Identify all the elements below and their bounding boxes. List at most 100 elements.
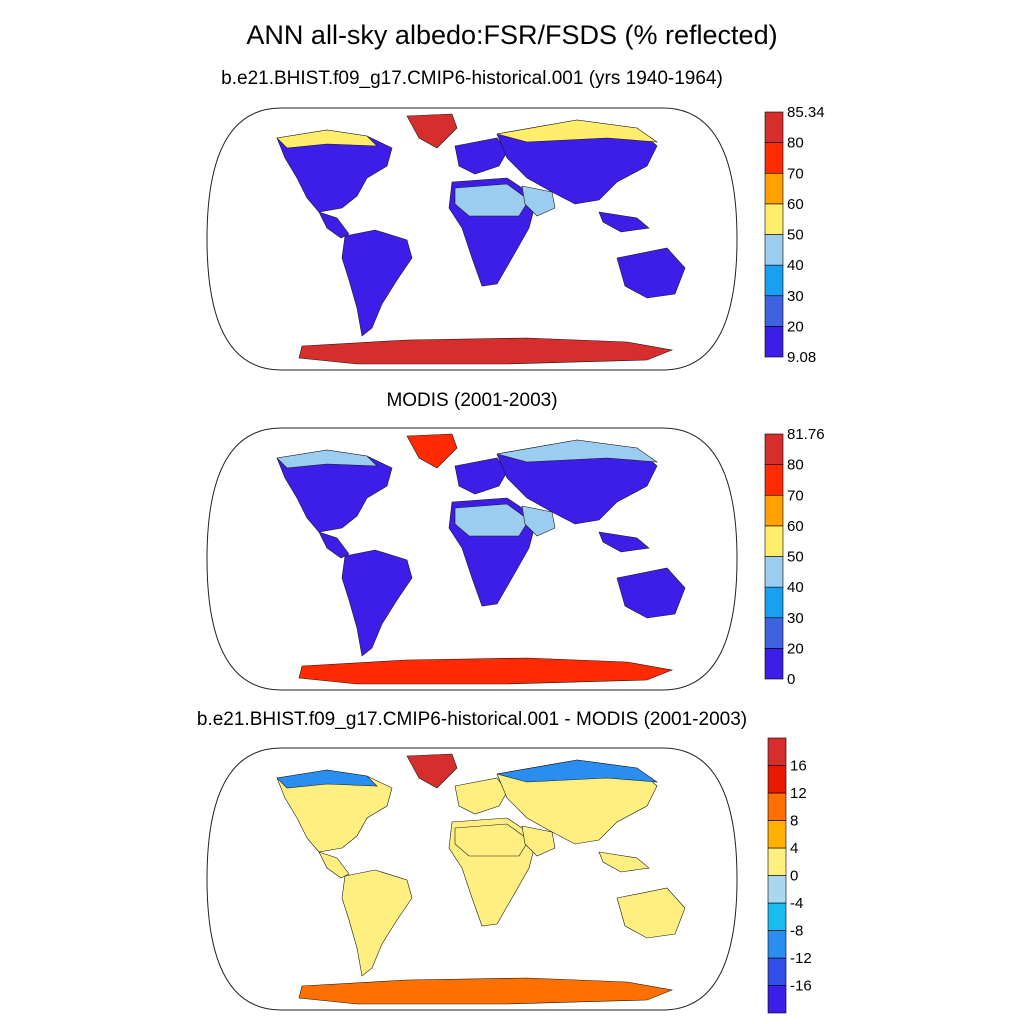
panel-2-map-outline	[206, 427, 738, 691]
panel-1-sahara	[454, 183, 530, 217]
panel-1-colorbar-box	[764, 203, 784, 235]
panel-1-colorbar-label: 40	[787, 257, 804, 274]
panel-1-colorbar-box	[764, 264, 784, 297]
panel-3-indonesia	[598, 851, 650, 873]
panel-1-greenland	[406, 113, 458, 149]
panel-3-colorbar-label: -8	[790, 923, 803, 940]
panel-3-europe	[454, 777, 508, 815]
panel-3-colorbar-box	[767, 930, 787, 959]
panel-3-central-america	[318, 851, 350, 879]
panel-1-land	[276, 113, 686, 365]
panel-2-colorbar-label: 20	[787, 640, 804, 657]
panel-2-colorbar-box	[764, 617, 784, 649]
panel-3-sahara	[454, 823, 530, 857]
panel-2-greenland	[406, 433, 458, 469]
panel-3-colorbar-box	[767, 820, 787, 849]
panel-3-colorbar-box	[767, 957, 787, 986]
panel-2-colorbar-box	[764, 525, 784, 557]
panel-2-colorbar-box	[764, 648, 784, 680]
panel-3-colorbar-box	[767, 985, 787, 1014]
panel-2-colorbar-box	[764, 586, 784, 619]
panel-3-colorbar-label: -4	[790, 895, 803, 912]
panel-3-colorbar-label: -12	[790, 950, 812, 967]
panel-3-colorbar-label: 12	[790, 785, 807, 802]
panel-2-arctic-coast-na	[276, 449, 378, 469]
panel-1-colorbar-box	[764, 142, 784, 174]
panel-3-arctic-coast-eu	[496, 759, 659, 783]
panel-1-colorbar-label: 80	[787, 135, 804, 152]
panel-2-land	[276, 433, 686, 685]
panel-2-colorbar-box	[764, 556, 784, 588]
panel-2-sahara	[454, 503, 530, 537]
panel-3-title: b.e21.BHIST.f09_g17.CMIP6-historical.001…	[196, 709, 748, 730]
panel-1-australia	[616, 247, 686, 299]
figure-title: ANN all-sky albedo:FSR/FSDS (% reflected…	[246, 20, 778, 50]
panel-2-title: MODIS (2001-2003)	[386, 390, 558, 411]
panel-1-colorbar-label: 30	[787, 288, 804, 305]
panel-2-colorbar-box	[764, 464, 784, 496]
panel-1-antarctica	[298, 337, 674, 365]
panel-1-map	[206, 107, 738, 371]
panel-3-colorbar-label: 0	[790, 868, 798, 885]
panel-1-south-america	[341, 229, 413, 337]
panel-3-colorbar: -16 -12 -8 -4 0 4 8 12 16	[767, 737, 812, 1014]
panel-1-colorbar-box	[764, 234, 784, 266]
panel-3-land	[276, 753, 686, 1005]
panel-3-colorbar-label: 4	[790, 840, 798, 857]
panel-2-arabia	[521, 505, 556, 537]
panel-2-colorbar-label: 40	[787, 579, 804, 596]
panel-3-arctic-coast-na	[276, 769, 378, 789]
panel-2-indonesia	[598, 531, 650, 553]
panel-1-colorbar-box	[764, 172, 784, 205]
panel-3-colorbar-box	[767, 902, 787, 931]
panel-2-colorbar-label: 30	[787, 610, 804, 627]
panel-2-central-america	[318, 531, 350, 559]
panel-3-antarctica	[298, 977, 674, 1005]
panel-3-colorbar-box	[767, 792, 787, 821]
panel-3-colorbar-label: -16	[790, 978, 812, 995]
panel-1-map-outline	[206, 107, 738, 371]
panel-2-europe	[454, 457, 508, 495]
panel-1-colorbar-label: 70	[787, 165, 804, 182]
panel-1-arctic-coast-na	[276, 129, 378, 149]
panel-2-arctic-coast-eu	[496, 439, 659, 463]
panel-2-map	[206, 427, 738, 691]
panel-1-colorbar-label: 9.08	[787, 349, 816, 366]
panel-2-colorbar-label: 81.76	[787, 426, 825, 443]
panel-1-colorbar-label: 85.34	[787, 104, 825, 121]
panel-2-antarctica	[298, 657, 674, 685]
panel-3-south-america	[341, 869, 413, 977]
panel-2-colorbar-label: 70	[787, 487, 804, 504]
panel-2-australia	[616, 567, 686, 619]
panel-2-colorbar: 0 20 30 40 50 60 70 80 81.76	[764, 426, 825, 688]
panel-3-colorbar-box	[767, 875, 787, 904]
panel-3-map	[206, 747, 738, 1011]
panel-2-colorbar-label: 80	[787, 457, 804, 474]
panel-3-arabia	[521, 825, 556, 857]
panel-3-australia	[616, 887, 686, 939]
panel-1-colorbar-label: 50	[787, 227, 804, 244]
panel-3-colorbar-box	[767, 847, 787, 876]
panel-2-colorbar-box	[764, 494, 784, 527]
panel-1-colorbar: 9.08 20 30 40 50 60 70 80 85.34	[764, 104, 825, 366]
panel-1-central-america	[318, 211, 350, 239]
panel-3-colorbar-label: 16	[790, 758, 807, 775]
panel-1-colorbar-label: 60	[787, 196, 804, 213]
panel-2-colorbar-box	[764, 433, 784, 465]
panel-1-arabia	[521, 185, 556, 217]
panel-1-europe	[454, 137, 508, 175]
panel-1-colorbar-box	[764, 295, 784, 327]
panel-1-arctic-coast-eu	[496, 119, 659, 143]
panel-2-colorbar-label: 50	[787, 549, 804, 566]
panel-1-colorbar-label: 20	[787, 318, 804, 335]
panel-1-colorbar-box	[764, 326, 784, 358]
panel-3-colorbar-label: 8	[790, 813, 798, 830]
panel-3-greenland	[406, 753, 458, 789]
panel-2-colorbar-label: 60	[787, 518, 804, 535]
panel-3-map-outline	[206, 747, 738, 1011]
panel-1-colorbar-box	[764, 111, 784, 143]
panel-1-indonesia	[598, 211, 650, 233]
panel-1-title: b.e21.BHIST.f09_g17.CMIP6-historical.001…	[221, 68, 723, 89]
panel-2-colorbar-label: 0	[787, 671, 795, 688]
